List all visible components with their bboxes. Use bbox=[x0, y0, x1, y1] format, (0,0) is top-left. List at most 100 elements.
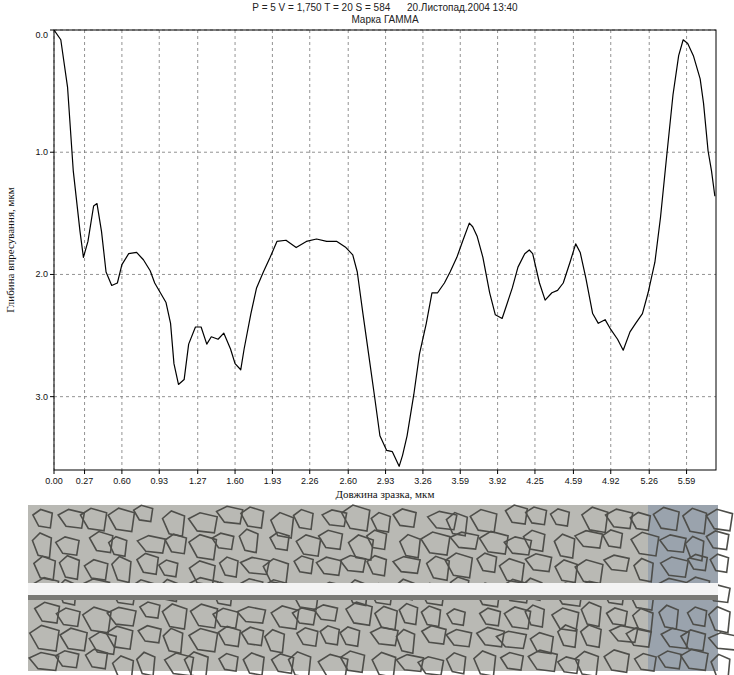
grain bbox=[29, 653, 58, 671]
x-tick bbox=[348, 470, 349, 474]
x-tick bbox=[121, 470, 122, 474]
grid bbox=[54, 30, 716, 470]
title: P = 5 V = 1,750 T = 20 S = 584 20.Листоп… bbox=[252, 2, 518, 13]
x-tick-label: 3.59 bbox=[451, 476, 469, 486]
x-grid-line bbox=[309, 30, 310, 470]
grain bbox=[59, 556, 79, 580]
grain bbox=[607, 608, 628, 625]
grain bbox=[603, 530, 622, 548]
x-tick-label: 4.25 bbox=[526, 476, 544, 486]
grain bbox=[319, 530, 343, 549]
grain bbox=[554, 534, 574, 558]
x-grid-line bbox=[121, 30, 122, 470]
grain bbox=[138, 626, 161, 643]
grain bbox=[341, 651, 365, 672]
grain bbox=[189, 629, 218, 652]
grain bbox=[418, 657, 443, 675]
grain bbox=[681, 649, 708, 670]
grain bbox=[56, 537, 79, 555]
micrograph-band-edge bbox=[28, 595, 718, 600]
grain bbox=[271, 606, 298, 629]
x-tick bbox=[309, 470, 310, 474]
grain bbox=[575, 531, 603, 548]
grain bbox=[447, 609, 465, 625]
grain bbox=[421, 532, 450, 555]
y-axis-title: Глибина впресування, мкм bbox=[4, 187, 16, 312]
x-tick bbox=[573, 470, 574, 474]
grain bbox=[289, 652, 311, 675]
series bbox=[54, 30, 715, 466]
grain bbox=[400, 535, 420, 558]
x-tick-label: 3.26 bbox=[414, 476, 432, 486]
grain bbox=[683, 508, 707, 533]
grain bbox=[658, 651, 681, 669]
grain bbox=[496, 631, 526, 648]
grain bbox=[367, 530, 387, 549]
x-tick bbox=[159, 470, 160, 474]
grain bbox=[528, 650, 557, 671]
grain bbox=[55, 651, 78, 668]
x-tick bbox=[460, 470, 461, 474]
grain bbox=[162, 604, 186, 629]
x-tick-label: 2.60 bbox=[339, 476, 357, 486]
x-tick bbox=[610, 470, 611, 474]
grain bbox=[108, 508, 134, 531]
x-tick-label: 0.93 bbox=[150, 476, 168, 486]
x-tick-label: 2.93 bbox=[377, 476, 395, 486]
micrograph bbox=[28, 505, 734, 675]
grain bbox=[112, 557, 131, 583]
grain bbox=[505, 505, 527, 524]
grain bbox=[33, 509, 52, 527]
grain bbox=[270, 532, 289, 550]
grain bbox=[604, 650, 629, 672]
grain bbox=[685, 536, 703, 560]
x-tick-label: 1.27 bbox=[189, 476, 207, 486]
y-tick-label: 1.0 bbox=[35, 147, 48, 157]
plot-area bbox=[54, 30, 716, 470]
grain bbox=[375, 606, 397, 629]
grain bbox=[661, 557, 689, 577]
grain bbox=[610, 626, 638, 643]
grain bbox=[447, 653, 466, 674]
y-grid-line bbox=[54, 396, 716, 397]
x-grid-line bbox=[497, 30, 498, 470]
y-tick bbox=[50, 30, 54, 31]
grain bbox=[346, 602, 372, 625]
grain bbox=[134, 505, 153, 521]
grain bbox=[653, 507, 679, 530]
micrograph-bg bbox=[28, 505, 718, 671]
grain bbox=[445, 553, 472, 578]
x-tick-label: 1.60 bbox=[226, 476, 244, 486]
x-grid-line bbox=[534, 30, 535, 470]
grain bbox=[316, 557, 341, 575]
x-tick-label: 0.27 bbox=[76, 476, 94, 486]
x-tick bbox=[422, 470, 423, 474]
x-tick bbox=[235, 470, 236, 474]
grain bbox=[688, 554, 707, 570]
grain bbox=[159, 560, 178, 577]
y-tick bbox=[50, 274, 54, 275]
micrograph-band bbox=[28, 583, 718, 595]
grain bbox=[659, 605, 678, 629]
grain bbox=[630, 512, 650, 530]
grain bbox=[710, 554, 728, 572]
y-tick bbox=[50, 396, 54, 397]
grain bbox=[294, 510, 313, 530]
grain bbox=[681, 630, 706, 651]
grain bbox=[396, 629, 414, 653]
grain bbox=[446, 630, 471, 647]
grain bbox=[32, 533, 51, 558]
grain bbox=[113, 656, 134, 675]
grain bbox=[83, 607, 111, 633]
grain bbox=[137, 553, 158, 574]
grain bbox=[296, 535, 320, 556]
grain bbox=[526, 507, 547, 525]
x-grid-line bbox=[385, 30, 386, 470]
grain bbox=[60, 628, 87, 651]
x-tick bbox=[534, 470, 535, 474]
grain bbox=[86, 649, 108, 669]
grain bbox=[140, 602, 160, 618]
grain bbox=[367, 556, 386, 576]
y-tick bbox=[50, 152, 54, 153]
x-grid-line bbox=[649, 30, 650, 470]
